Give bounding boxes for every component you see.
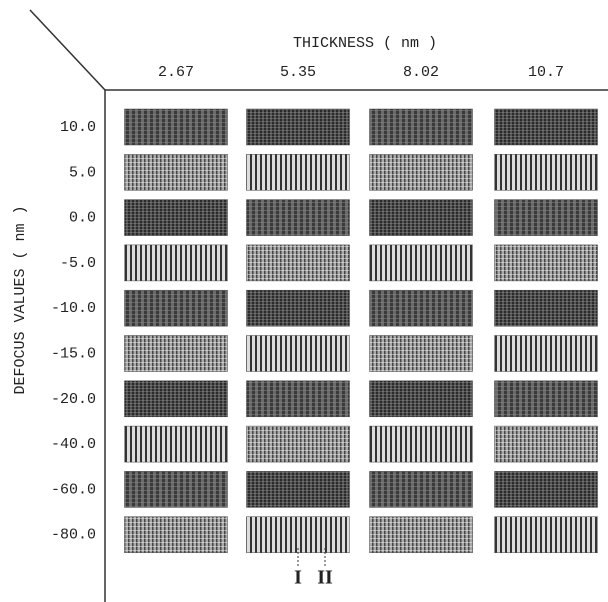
- image-tile: [370, 426, 473, 462]
- row-label: 0.0: [69, 210, 96, 227]
- image-tile: [370, 336, 473, 372]
- image-tile: [495, 245, 598, 281]
- marker-label: I: [294, 567, 302, 589]
- column-label: 2.67: [158, 64, 194, 81]
- image-tile: [370, 381, 473, 417]
- row-label: -20.0: [51, 391, 96, 408]
- image-tile: [247, 290, 350, 326]
- row-label: -15.0: [51, 345, 96, 362]
- column-title: THICKNESS ( nm ): [293, 35, 437, 52]
- image-tile: [125, 245, 228, 281]
- row-label: 10.0: [60, 119, 96, 136]
- row-label: -80.0: [51, 527, 96, 544]
- image-tile: [247, 471, 350, 507]
- image-tile: [370, 245, 473, 281]
- row-label: -40.0: [51, 436, 96, 453]
- image-tile: [125, 290, 228, 326]
- column-label: 5.35: [280, 64, 316, 81]
- column-label: 8.02: [403, 64, 439, 81]
- row-label: -60.0: [51, 481, 96, 498]
- image-tile: [495, 109, 598, 145]
- image-tile: [495, 154, 598, 190]
- image-tile: [247, 154, 350, 190]
- image-tile: [247, 517, 350, 553]
- row-label: 5.0: [69, 164, 96, 181]
- image-tile: [495, 200, 598, 236]
- image-tile: [247, 381, 350, 417]
- image-tile: [247, 200, 350, 236]
- figure: THICKNESS ( nm ) DEFOCUS VALUES ( nm ) 2…: [0, 0, 608, 602]
- image-tile: [125, 336, 228, 372]
- image-tile: [247, 109, 350, 145]
- image-tile: [495, 426, 598, 462]
- image-tile: [370, 109, 473, 145]
- row-label: -10.0: [51, 300, 96, 317]
- image-tile: [495, 336, 598, 372]
- image-tile: [370, 290, 473, 326]
- image-tile: [495, 517, 598, 553]
- image-tile: [125, 517, 228, 553]
- row-label: -5.0: [60, 255, 96, 272]
- image-tile: [125, 200, 228, 236]
- image-tile: [370, 154, 473, 190]
- image-tile: [247, 336, 350, 372]
- image-tile: [495, 381, 598, 417]
- image-tile: [247, 426, 350, 462]
- image-tile: [495, 471, 598, 507]
- image-tile: [370, 471, 473, 507]
- image-tile: [125, 426, 228, 462]
- image-tile: [125, 109, 228, 145]
- image-tile: [125, 381, 228, 417]
- image-tile: [247, 245, 350, 281]
- image-tile: [125, 471, 228, 507]
- marker-label: II: [317, 567, 333, 589]
- corner-diagonal: [30, 10, 105, 90]
- image-tile: [370, 517, 473, 553]
- image-tile: [370, 200, 473, 236]
- image-tile: [125, 154, 228, 190]
- row-title: DEFOCUS VALUES ( nm ): [12, 205, 29, 394]
- column-label: 10.7: [528, 64, 564, 81]
- image-tile: [495, 290, 598, 326]
